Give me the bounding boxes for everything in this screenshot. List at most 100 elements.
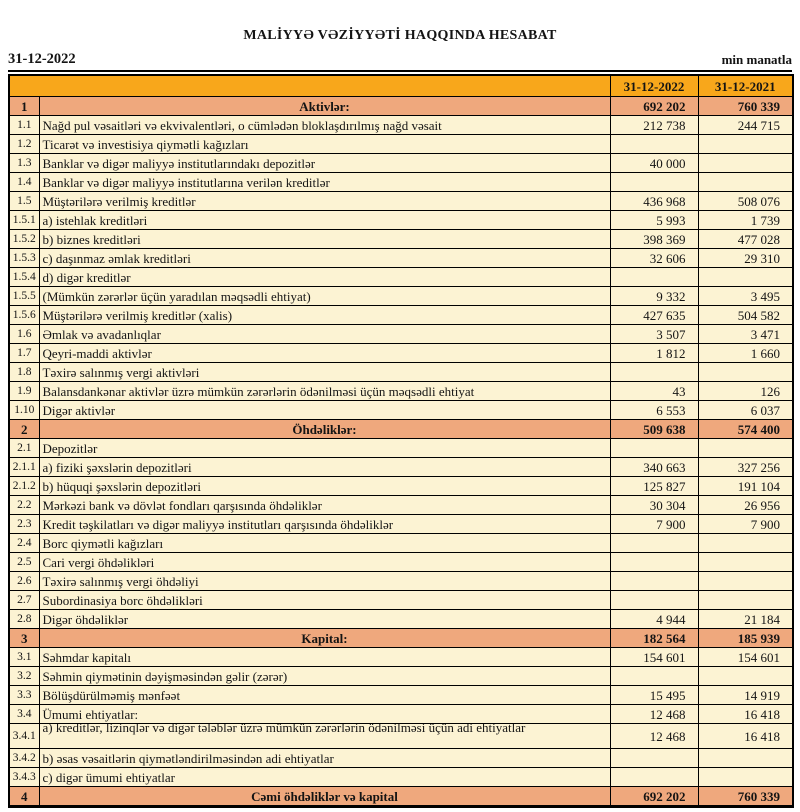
section-row: 2 Öhdəliklər: 509 638 574 400 xyxy=(8,419,794,439)
value-2022 xyxy=(609,362,699,382)
row-number: 3.4.2 xyxy=(8,748,40,768)
value-2022 xyxy=(609,172,699,192)
row-number: 1.5.2 xyxy=(8,229,40,249)
value-2022 xyxy=(609,533,699,553)
value-2021: 14 919 xyxy=(697,685,794,705)
row-label: c) daşınmaz əmlak kreditləri xyxy=(38,248,611,268)
page-title: MALİYYƏ VƏZİYYƏTİ HAQQINDA HESABAT xyxy=(243,28,557,43)
row-label: Balansdankənar aktivlər üzrə mümkün zərə… xyxy=(38,381,611,401)
table-body: 1 Aktivlər: 692 202 760 339 1.1 Nağd pul vəsa… xyxy=(8,96,794,807)
table-row: 3.4.1 a) kreditlər, lizinqlər və digər tə… xyxy=(8,723,794,749)
row-label: Müştərilərə verilmiş kreditlər xyxy=(38,191,611,211)
row-number: 1.3 xyxy=(8,153,40,173)
row-label: d) digər kreditlər xyxy=(38,267,611,287)
value-2021 xyxy=(697,552,794,572)
row-number: 2.1.2 xyxy=(8,476,40,496)
row-label: b) əsas vəsaitlərin qiymətləndirilməsind… xyxy=(38,748,611,768)
row-number: 2.7 xyxy=(8,590,40,610)
table-row: 1.10 Digər aktivlər 6 553 6 037 xyxy=(8,400,794,420)
value-2021: 16 418 xyxy=(697,723,794,749)
row-label: a) fiziki şəxslərin depozitləri xyxy=(38,457,611,477)
value-2021: 26 956 xyxy=(697,495,794,515)
row-number: 3.4 xyxy=(8,704,40,724)
row-label: Banklar və digər maliyyə institutlarında… xyxy=(38,153,611,173)
value-2021 xyxy=(697,533,794,553)
row-label: Müştərilərə verilmiş kreditlər (xalis) xyxy=(38,305,611,325)
row-number: 1.5.3 xyxy=(8,248,40,268)
value-2021: 574 400 xyxy=(697,419,794,439)
row-label: a) kreditlər, lizinqlər və digər tələblə… xyxy=(38,723,611,749)
value-2021 xyxy=(697,267,794,287)
table-header-row: 31-12-2022 31-12-2021 xyxy=(8,74,794,97)
row-number: 2.1.1 xyxy=(8,457,40,477)
row-number: 1 xyxy=(8,96,40,116)
row-label: c) digər ümumi ehtiyatlar xyxy=(38,767,611,787)
value-2021: 126 xyxy=(697,381,794,401)
value-2022 xyxy=(609,267,699,287)
value-2021: 3 471 xyxy=(697,324,794,344)
table-row: 2.3 Kredit təşkilatları və digər maliyyə … xyxy=(8,514,794,534)
row-number: 1.4 xyxy=(8,172,40,192)
row-label: Cari vergi öhdəlikləri xyxy=(38,552,611,572)
table-row: 3.1 Səhmdar kapitalı 154 601 154 601 xyxy=(8,647,794,667)
value-2021: 185 939 xyxy=(697,628,794,648)
value-2021 xyxy=(697,767,794,787)
value-2022: 32 606 xyxy=(609,248,699,268)
value-2022: 30 304 xyxy=(609,495,699,515)
value-2021: 244 715 xyxy=(697,115,794,135)
value-2021: 3 495 xyxy=(697,286,794,306)
row-label: Cəmi öhdəliklər və kapital xyxy=(38,786,611,807)
row-label: Təxirə salınmış vergi aktivləri xyxy=(38,362,611,382)
value-2022: 4 944 xyxy=(609,609,699,629)
row-label: Bölüşdürülməmiş mənfəət xyxy=(38,685,611,705)
value-2021: 760 339 xyxy=(697,96,794,116)
value-2021: 477 028 xyxy=(697,229,794,249)
row-number: 2.2 xyxy=(8,495,40,515)
table-row: 2.2 Mərkəzi bank və dövlət fondları qarşı… xyxy=(8,495,794,515)
table-row: 1.9 Balansdankənar aktivlər üzrə mümkün z… xyxy=(8,381,794,401)
value-2021 xyxy=(697,134,794,154)
value-2022: 212 738 xyxy=(609,115,699,135)
value-2022: 5 993 xyxy=(609,210,699,230)
row-label: Əmlak və avadanlıqlar xyxy=(38,324,611,344)
value-2021: 7 900 xyxy=(697,514,794,534)
table-row: 2.1 Depozitlər xyxy=(8,438,794,458)
value-2022 xyxy=(609,666,699,686)
table-row: 1.8 Təxirə salınmış vergi aktivləri xyxy=(8,362,794,382)
row-label: Subordinasiya borc öhdəlikləri xyxy=(38,590,611,610)
value-2022: 692 202 xyxy=(609,96,699,116)
table-row: 2.8 Digər öhdəliklər 4 944 21 184 xyxy=(8,609,794,629)
value-2022 xyxy=(609,438,699,458)
row-number: 2.4 xyxy=(8,533,40,553)
row-number: 2.5 xyxy=(8,552,40,572)
row-label: Banklar və digər maliyyə institutlarına … xyxy=(38,172,611,192)
value-2022: 12 468 xyxy=(609,704,699,724)
value-2021: 29 310 xyxy=(697,248,794,268)
row-label: Digər öhdəliklər xyxy=(38,609,611,629)
row-label: Kredit təşkilatları və digər maliyyə ins… xyxy=(38,514,611,534)
value-2021 xyxy=(697,362,794,382)
row-label: Borc qiymətli kağızları xyxy=(38,533,611,553)
table-row: 3.2 Səhmin qiymətinin dəyişməsindən gəlir… xyxy=(8,666,794,686)
row-number: 1.5.4 xyxy=(8,267,40,287)
row-label: Qeyri-maddi aktivlər xyxy=(38,343,611,363)
row-number: 1.7 xyxy=(8,343,40,363)
value-2021 xyxy=(697,590,794,610)
value-2022 xyxy=(609,134,699,154)
row-number: 3.3 xyxy=(8,685,40,705)
value-2021: 21 184 xyxy=(697,609,794,629)
value-2022: 436 968 xyxy=(609,191,699,211)
clipped-label-box: a) kreditlər, lizinqlər və digər tələblə… xyxy=(42,724,526,735)
section-row: 3 Kapital: 182 564 185 939 xyxy=(8,628,794,648)
row-label: Depozitlər xyxy=(38,438,611,458)
row-number: 1.1 xyxy=(8,115,40,135)
row-number: 2 xyxy=(8,419,40,439)
table-row: 2.1.2 b) hüquqi şəxslərin depozitləri 125 … xyxy=(8,476,794,496)
value-2022: 340 663 xyxy=(609,457,699,477)
row-number: 2.8 xyxy=(8,609,40,629)
table-row: 1.5.5 (Mümkün zərərlər üçün yaradılan məq… xyxy=(8,286,794,306)
value-2021: 1 660 xyxy=(697,343,794,363)
row-number: 2.1 xyxy=(8,438,40,458)
value-2022 xyxy=(609,552,699,572)
